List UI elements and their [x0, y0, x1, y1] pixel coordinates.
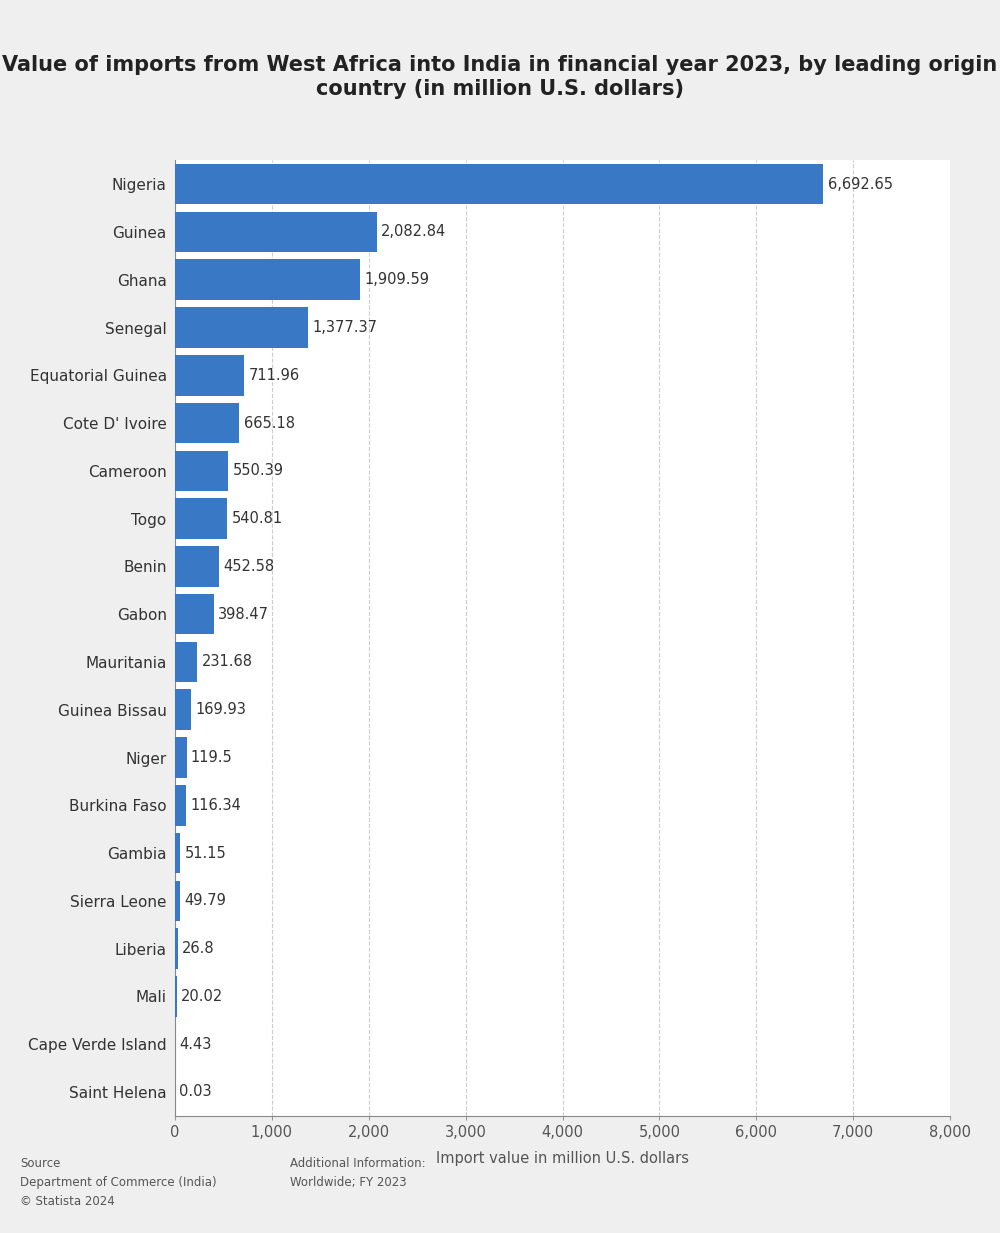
X-axis label: Import value in million U.S. dollars: Import value in million U.S. dollars: [436, 1150, 689, 1166]
Text: 1,909.59: 1,909.59: [364, 272, 429, 287]
Text: 711.96: 711.96: [248, 367, 299, 382]
Bar: [175, 641, 197, 682]
Text: 2,082.84: 2,082.84: [381, 224, 446, 239]
Text: 452.58: 452.58: [223, 559, 274, 573]
Text: 6,692.65: 6,692.65: [828, 176, 893, 191]
Text: 540.81: 540.81: [232, 512, 283, 526]
Bar: [175, 785, 186, 826]
Text: 51.15: 51.15: [184, 846, 226, 861]
Text: 398.47: 398.47: [218, 607, 269, 621]
Bar: [175, 832, 180, 873]
Bar: [175, 403, 239, 444]
Text: 116.34: 116.34: [191, 798, 242, 813]
Text: 550.39: 550.39: [233, 464, 284, 478]
Bar: [175, 355, 244, 396]
Bar: [175, 307, 308, 348]
Text: 231.68: 231.68: [202, 655, 253, 670]
Bar: [175, 164, 823, 205]
Text: 1,377.37: 1,377.37: [313, 321, 378, 335]
Text: 49.79: 49.79: [184, 894, 226, 909]
Bar: [175, 498, 227, 539]
Text: 4.43: 4.43: [180, 1037, 212, 1052]
Text: 119.5: 119.5: [191, 750, 233, 764]
Bar: [175, 594, 214, 635]
Bar: [175, 259, 360, 300]
Text: 665.18: 665.18: [244, 416, 295, 430]
Bar: [175, 928, 178, 969]
Bar: [175, 737, 187, 778]
Text: 0.03: 0.03: [179, 1085, 212, 1100]
Bar: [175, 546, 219, 587]
Bar: [175, 880, 180, 921]
Text: 26.8: 26.8: [182, 941, 215, 956]
Text: 20.02: 20.02: [181, 989, 224, 1004]
Text: Source
Department of Commerce (India)
© Statista 2024: Source Department of Commerce (India) © …: [20, 1157, 217, 1207]
Bar: [175, 689, 191, 730]
Bar: [175, 977, 177, 1017]
Text: 169.93: 169.93: [196, 703, 247, 718]
Text: Value of imports from West Africa into India in financial year 2023, by leading : Value of imports from West Africa into I…: [2, 55, 998, 99]
Text: Additional Information:
Worldwide; FY 2023: Additional Information: Worldwide; FY 20…: [290, 1157, 426, 1189]
Bar: [175, 212, 377, 253]
Bar: [175, 450, 228, 491]
